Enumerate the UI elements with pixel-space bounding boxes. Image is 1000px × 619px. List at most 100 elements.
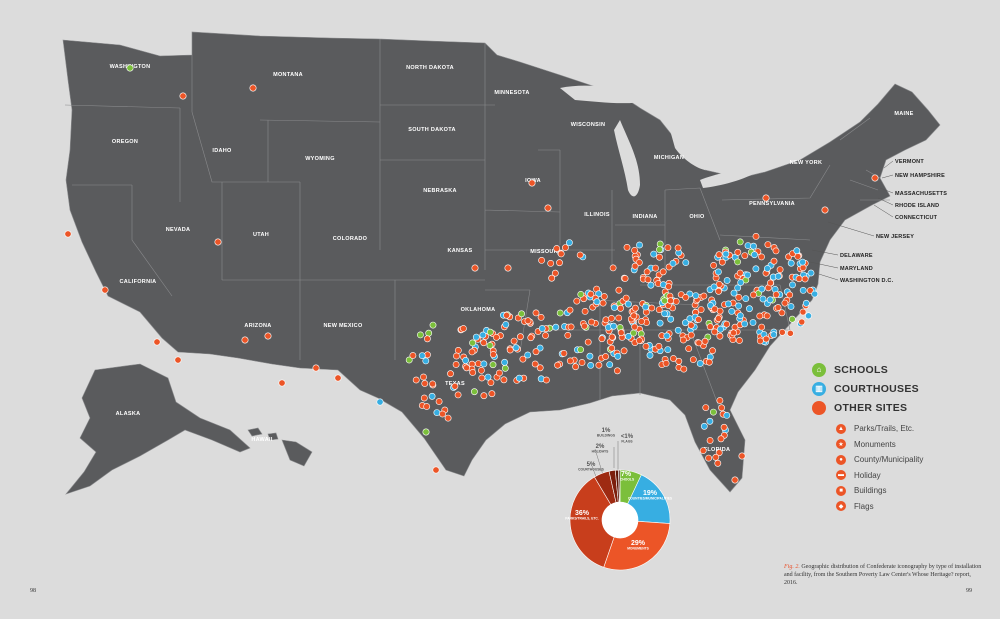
site-marker <box>420 394 428 402</box>
legend-label: COURTHOUSES <box>834 382 919 395</box>
site-marker <box>512 344 520 352</box>
pie-category-label: FLAGS <box>621 440 633 444</box>
site-marker <box>405 356 413 364</box>
state-label-south-dakota: SOUTH DAKOTA <box>408 127 456 133</box>
map-legend: ⌂ SCHOOLS ▥ COURTHOUSES OTHER SITES ▲ Parks/Tr… <box>812 360 992 514</box>
site-marker <box>756 312 764 320</box>
site-marker <box>562 244 569 251</box>
site-marker <box>764 241 772 248</box>
pie-pct-label: 19% <box>643 490 658 497</box>
legend-sub-county-municipality: ● County/Municipality <box>812 452 992 468</box>
callout-label-delaware: DELAWARE <box>840 253 873 259</box>
site-marker <box>422 428 430 436</box>
site-marker <box>705 358 713 366</box>
site-marker <box>428 392 436 400</box>
site-marker <box>459 325 467 332</box>
callout-leader-lines <box>805 160 894 281</box>
site-marker <box>674 326 682 334</box>
site-marker <box>560 349 568 357</box>
site-marker <box>701 337 709 345</box>
site-marker <box>778 328 786 336</box>
legend-sub-monuments: ★ Monuments <box>812 437 992 453</box>
site-marker <box>599 299 607 307</box>
site-marker <box>718 258 726 266</box>
site-marker <box>764 265 771 272</box>
site-marker <box>736 238 744 246</box>
site-marker <box>758 253 765 261</box>
site-marker <box>593 298 601 306</box>
site-marker <box>469 339 476 347</box>
site-marker <box>617 304 624 312</box>
site-marker <box>418 352 426 359</box>
state-label-michigan: MICHIGAN <box>654 155 684 161</box>
site-marker <box>452 361 460 368</box>
site-marker <box>774 272 782 280</box>
site-marker <box>741 320 748 328</box>
legend-sub-label: Holiday <box>854 470 881 480</box>
state-label-utah: UTAH <box>253 232 269 238</box>
site-marker <box>664 244 672 251</box>
site-marker <box>617 329 625 337</box>
site-marker <box>702 404 710 411</box>
site-marker <box>799 308 807 316</box>
site-marker <box>656 253 663 261</box>
site-marker <box>723 411 731 419</box>
callout-leaders <box>805 160 894 281</box>
legend-label: OTHER SITES <box>834 401 908 414</box>
caption-fig-number: Fig. 2. <box>784 564 800 570</box>
state-label-new-mexico: NEW MEXICO <box>323 323 362 329</box>
legend-sub-label: Parks/Trails, Etc. <box>854 424 915 434</box>
site-marker <box>799 264 807 272</box>
site-marker <box>728 307 736 315</box>
land-shapes <box>62 31 941 495</box>
site-marker <box>501 364 509 372</box>
site-marker <box>663 332 671 340</box>
site-marker <box>687 321 695 329</box>
site-marker <box>614 367 621 375</box>
site-marker <box>707 301 714 309</box>
site-marker <box>611 304 618 311</box>
site-marker <box>650 250 658 258</box>
site-marker <box>662 359 670 367</box>
site-marker <box>587 290 595 298</box>
legend-courthouses: ▥ COURTHOUSES <box>812 379 992 398</box>
site-marker <box>264 332 272 340</box>
site-marker <box>695 339 703 347</box>
state-label-indiana: INDIANA <box>632 214 657 220</box>
state-labels: WASHINGTONMONTANANORTH DAKOTAMINNESOTAOR… <box>110 64 914 453</box>
site-marker <box>503 311 510 319</box>
pie-center <box>602 502 638 538</box>
site-marker <box>439 410 446 418</box>
site-marker <box>744 271 751 279</box>
site-marker <box>615 314 623 322</box>
site-marker <box>709 347 716 355</box>
site-marker <box>64 230 72 238</box>
site-marker <box>705 454 712 462</box>
site-marker <box>524 317 532 325</box>
lake-superior <box>560 85 650 104</box>
site-marker <box>489 361 497 369</box>
lake-michigan <box>614 120 640 197</box>
site-marker <box>631 323 638 331</box>
site-marker <box>468 348 476 356</box>
site-marker <box>566 239 573 246</box>
site-marker <box>588 318 595 326</box>
site-marker <box>249 84 257 92</box>
site-marker <box>672 297 680 305</box>
site-marker <box>795 275 803 283</box>
site-marker <box>710 408 717 416</box>
pie-slice-counties-municipalities <box>627 474 671 524</box>
site-marker <box>638 318 645 325</box>
site-marker <box>798 318 806 326</box>
site-marker <box>625 300 632 308</box>
site-marker <box>477 366 485 374</box>
site-marker <box>632 304 639 312</box>
site-marker <box>432 466 440 474</box>
site-marker <box>759 295 767 303</box>
site-marker <box>631 262 639 270</box>
site-marker <box>586 352 594 360</box>
site-marker <box>656 246 663 253</box>
site-marker <box>655 342 663 350</box>
site-marker <box>573 297 581 305</box>
site-marker <box>722 250 730 258</box>
